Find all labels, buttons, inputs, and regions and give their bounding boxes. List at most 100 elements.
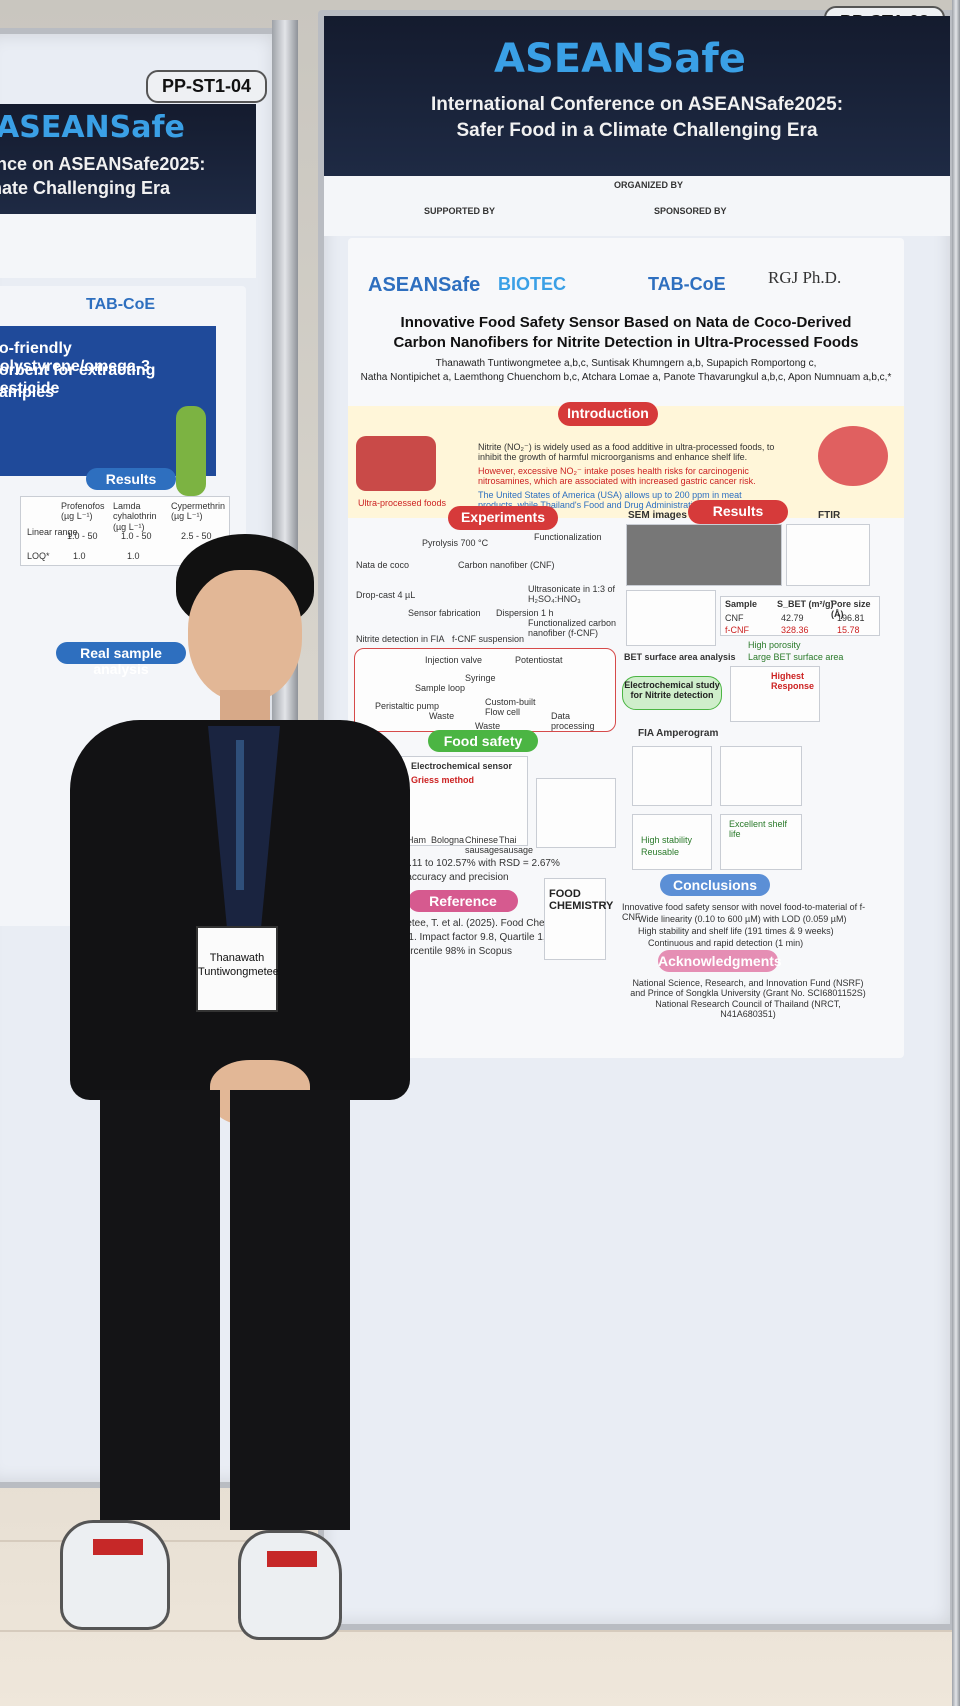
supported-by-label: SUPPORTED BY xyxy=(424,206,496,216)
right-poster-banner: ASEANSafe International Conference on AS… xyxy=(324,16,950,176)
left-conference-line1: ence on ASEANSafe2025: xyxy=(0,154,206,174)
food-item: Thai sausage xyxy=(499,835,534,856)
bet-table-cell: 328.36 xyxy=(781,625,809,635)
food-item: Ham xyxy=(407,835,427,845)
introduction-pill: Introduction xyxy=(558,402,658,426)
hazmat-figure xyxy=(176,406,206,496)
exp-step: Carbon nanofiber (CNF) xyxy=(458,560,555,570)
high-stability-text: High stability xyxy=(641,835,693,845)
intro-text: Nitrite (NO₂⁻) is widely used as a food … xyxy=(478,442,775,463)
exp-step: Drop-cast 4 µL xyxy=(356,590,416,600)
left-table-cell: 1.0 xyxy=(127,551,140,561)
lanyard xyxy=(236,740,244,890)
stomach-image xyxy=(818,426,888,486)
right-conference-line1: International Conference on ASEANSafe202… xyxy=(430,94,844,115)
legend-griess: Griess method xyxy=(411,775,475,785)
legend-electrochemical: Electrochemical sensor xyxy=(411,761,513,771)
fia-part: Peristaltic pump xyxy=(375,701,440,711)
exp-step: Ultrasonicate in 1:3 of H₂SO₄:HNO₃ xyxy=(528,584,616,605)
left-aseansafe-logo: ASEANSafe xyxy=(0,110,185,145)
accuracy-text: 94.11 to 102.57% with RSD = 2.67% xyxy=(398,858,560,869)
conclusion-bullet: Wide linearity (0.10 to 600 µM) with LOD… xyxy=(638,914,847,924)
poster-title-line2: Carbon Nanofibers for Nitrite Detection … xyxy=(393,334,859,351)
food-safety-pill: Food safety xyxy=(428,730,538,752)
conclusions-pill: Conclusions xyxy=(660,874,770,896)
fia-part: Potentiostat xyxy=(515,655,563,665)
food-chemistry-cover: FOOD CHEMISTRY xyxy=(544,878,613,960)
shelf-life-text: Excellent shelf life xyxy=(729,819,788,840)
name-badge: Thanawath Tuntiwongmetee xyxy=(196,926,279,1012)
sem-image xyxy=(626,524,782,586)
exp-step: Sensor fabrication xyxy=(408,608,481,618)
fia-part: Waste xyxy=(429,711,455,721)
bet-table-cell: 42.79 xyxy=(781,613,804,623)
right-poster-board: PP-ST1-08 ASEANSafe International Confer… xyxy=(318,6,956,1630)
acknowledgment-text: National Science, Research, and Innovati… xyxy=(630,978,866,1020)
reference-text-2: 811. Impact factor 9.8, Quartile 1, Tier… xyxy=(398,932,574,943)
processed-meat-image xyxy=(356,436,436,491)
fia-amperogram-label: FIA Amperogram xyxy=(638,728,719,739)
food-item: Chinese sausage xyxy=(465,835,500,856)
logo-biotec: BIOTEC xyxy=(498,274,567,294)
ultra-processed-label: Ultra-processed foods xyxy=(358,498,447,508)
logo-rgj: RGJ Ph.D. xyxy=(768,268,842,287)
left-table-cell: 1.0 - 50 xyxy=(67,531,98,541)
bet-table-cell: f-CNF xyxy=(725,625,749,635)
board-pole-right xyxy=(952,0,960,1706)
left-table-row-label: Linear range xyxy=(27,527,78,537)
reference-text: metee, T. et al. (2025). Food Chemistry … xyxy=(398,918,591,929)
electrochem-label: Electrochemical study for Nitrite detect… xyxy=(622,676,722,710)
right-aseansafe-logo: ASEANSafe xyxy=(494,36,746,82)
fia-part: Waste xyxy=(475,721,501,731)
fia-system-panel: Injection valve Syringe Potentiostat Sam… xyxy=(354,648,616,732)
right-shoe xyxy=(238,1530,342,1640)
bet-label: BET surface area analysis xyxy=(624,652,736,662)
fia-part: Data processing xyxy=(551,711,595,732)
reference-text-3: Percentile 98% in Scopus xyxy=(398,946,512,957)
experiments-pill: Experiments xyxy=(448,506,558,530)
authors-line2: Natha Nontipichet a, Laemthong Chuenchom… xyxy=(360,372,892,383)
bet-table-header: S_BET (m²/g) xyxy=(777,599,834,609)
left-table-cell: 1.0 - 50 xyxy=(121,531,152,541)
badge-name-line1: Thanawath xyxy=(209,952,265,964)
left-conference-line2: mate Challenging Era xyxy=(0,178,171,198)
bet-chart xyxy=(626,590,716,646)
high-porosity-text: High porosity xyxy=(748,640,801,650)
right-leg xyxy=(230,1090,350,1530)
food-safety-chart: Electrochemical sensor Griess method Ham… xyxy=(398,756,533,855)
fia-amperogram-chart xyxy=(632,746,712,806)
left-poster-title-2: sorbent for extracting pesticide xyxy=(0,362,156,397)
badge-name-line2: Tuntiwongmetee xyxy=(198,966,279,978)
conclusion-text: Innovative food safety sensor with novel… xyxy=(622,902,866,923)
sponsored-by-label: SPONSORED BY xyxy=(654,206,727,216)
left-sponsor-strip xyxy=(0,214,256,278)
left-table-cell: 1.0 xyxy=(73,551,86,561)
left-table-header: Cypermethrin (µg L⁻¹) xyxy=(171,501,226,522)
bet-table-cell: CNF xyxy=(725,613,744,623)
left-table-header: Profenofos (µg L⁻¹) xyxy=(61,501,105,522)
ftir-chart xyxy=(786,524,870,586)
reusable-text: Reusable xyxy=(641,847,680,857)
food-item: Bologna xyxy=(431,835,465,845)
bet-table-header: Pore size (Å) xyxy=(831,599,871,620)
bet-table: Sample S_BET (m²/g) Pore size (Å) CNF 42… xyxy=(720,596,880,636)
left-title-band: co-friendly polystyrene/omega-3 sorbent … xyxy=(0,326,216,496)
shoe-stripe xyxy=(93,1539,143,1555)
left-tab-coe-logo: TAB-CoE xyxy=(86,296,156,313)
calibration-chart xyxy=(720,746,802,806)
logo-aseansafe: ASEANSafe xyxy=(368,274,481,296)
organized-by-label: ORGANIZED BY xyxy=(614,180,684,190)
conclusion-bullet: Continuous and rapid detection (1 min) xyxy=(648,938,804,948)
exp-step: Functionalization xyxy=(534,532,602,542)
logo-tab-coe: TAB-CoE xyxy=(648,274,726,294)
left-poster-title-3: samples xyxy=(0,384,55,401)
intro-text-2: However, excessive NO₂⁻ intake poses hea… xyxy=(478,466,756,487)
accuracy-text-2: h accuracy and precision xyxy=(398,872,509,883)
left-results-pill: Results xyxy=(86,468,176,490)
conclusion-bullet: High stability and shelf life (191 times… xyxy=(638,926,834,936)
left-poster-title-1: co-friendly polystyrene/omega-3 xyxy=(0,340,151,375)
shelf-life-chart: Excellent shelf life xyxy=(720,814,802,870)
authors-line1: Thanawath Tuntiwongmetee a,b,c, Suntisak… xyxy=(435,358,817,369)
left-shoe xyxy=(60,1520,170,1630)
exp-step: Functionalized carbon nanofiber (f-CNF) xyxy=(528,618,617,639)
